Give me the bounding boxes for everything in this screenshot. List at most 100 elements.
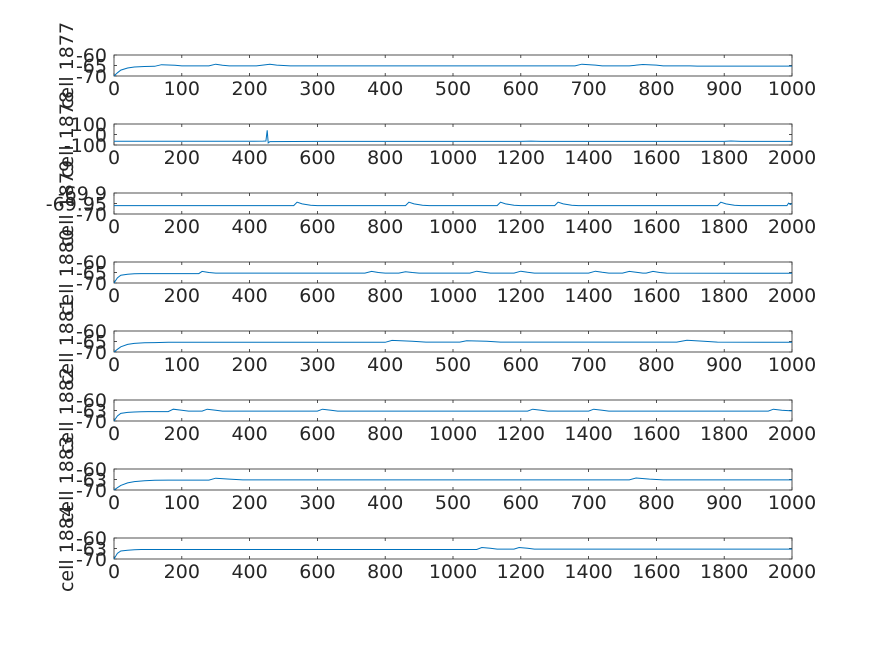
x-tick-label: 900	[706, 78, 742, 100]
y-tick-label: -60	[76, 252, 107, 274]
x-tick-label: 700	[570, 78, 606, 100]
y-tick-label: -70	[76, 66, 107, 88]
x-tick-label: 0	[108, 354, 120, 376]
y-tick-label: -69.95	[46, 194, 107, 216]
x-tick-label: 1400	[564, 147, 612, 169]
x-tick-label: 1400	[564, 216, 612, 238]
x-tick-label: 800	[367, 561, 403, 583]
subplot-1: 0 100 200 300 400 500 600 700 800 900 1000 -60-65-7…	[56, 22, 816, 109]
x-tick-label: 500	[435, 78, 471, 100]
x-tick-label: 1000	[429, 561, 477, 583]
x-tick-label: 100	[164, 492, 200, 514]
x-tick-label: 900	[706, 354, 742, 376]
x-tick-label: 1200	[497, 561, 545, 583]
y-tick-label: -60	[76, 459, 107, 481]
x-tick-label: 0	[108, 423, 120, 445]
x-tick-label: 1600	[632, 147, 680, 169]
x-tick-label: 400	[367, 78, 403, 100]
axes-box	[113, 261, 793, 284]
x-tick-label: 600	[299, 216, 335, 238]
x-tick-label: 800	[638, 354, 674, 376]
y-axis-label: cell 1881	[56, 298, 78, 385]
series-line	[113, 408, 793, 422]
y-axis-label: cell 1880	[56, 229, 78, 316]
x-tick-label: 0	[108, 492, 120, 514]
x-tick-label: 2000	[768, 147, 816, 169]
x-tick-label: 1000	[768, 354, 816, 376]
x-tick-label: 1800	[700, 423, 748, 445]
y-tick-label: -70	[76, 411, 107, 433]
x-tick-label: 2000	[768, 561, 816, 583]
x-tick-label: 200	[164, 285, 200, 307]
axes-box	[113, 537, 793, 560]
x-tick-label: 600	[299, 561, 335, 583]
x-tick-label: 400	[367, 354, 403, 376]
x-tick-label: 300	[299, 78, 335, 100]
x-tick-label: 300	[299, 492, 335, 514]
subplot-5: 0 100 200 300 400 500 600 700 800 900 1000 -60-65-7…	[56, 298, 816, 385]
x-tick-label: 0	[108, 78, 120, 100]
y-axis-label: cell 1883	[56, 436, 78, 523]
x-tick-label: 0	[108, 285, 120, 307]
y-tick-label: 0	[95, 125, 107, 147]
y-tick-label: -63	[76, 470, 107, 492]
x-tick-label: 800	[367, 216, 403, 238]
x-tick-label: 800	[367, 423, 403, 445]
axes-box	[113, 192, 793, 215]
x-tick-label: 1000	[429, 423, 477, 445]
subplot-2: 0 200 400 600 800 1000 1200 1400 1600 1800 2000 100…	[56, 91, 816, 178]
series-line	[113, 63, 792, 77]
y-tick-label: -63	[76, 401, 107, 423]
x-tick-label: 300	[299, 354, 335, 376]
series-line	[113, 339, 793, 353]
x-tick-label: 1200	[497, 147, 545, 169]
y-tick-label: 100	[71, 114, 107, 136]
x-tick-label: 1800	[700, 285, 748, 307]
y-tick-label: -60	[76, 321, 107, 343]
x-tick-label: 400	[231, 423, 267, 445]
x-tick-label: 1800	[700, 147, 748, 169]
y-tick-label: -60	[76, 390, 107, 412]
x-tick-label: 900	[706, 492, 742, 514]
x-tick-label: 200	[164, 147, 200, 169]
y-tick-label: -70	[76, 342, 107, 364]
x-tick-label: 700	[570, 492, 606, 514]
x-tick-label: 0	[108, 216, 120, 238]
x-tick-label: 200	[231, 492, 267, 514]
x-tick-label: 400	[231, 216, 267, 238]
x-tick-label: 1000	[429, 285, 477, 307]
x-tick-label: 1200	[497, 216, 545, 238]
x-tick-label: 1600	[632, 423, 680, 445]
x-tick-label: 2000	[768, 216, 816, 238]
y-axis-label: cell 1882	[56, 367, 78, 454]
x-tick-label: 200	[231, 354, 267, 376]
x-tick-label: 500	[435, 354, 471, 376]
y-axis-label: cell 1877	[56, 22, 78, 109]
series-line	[113, 546, 792, 560]
x-tick-label: 1600	[632, 561, 680, 583]
x-tick-label: 600	[503, 78, 539, 100]
y-tick-label: -65	[76, 56, 107, 78]
x-tick-label: 100	[164, 78, 200, 100]
x-tick-label: 100	[164, 354, 200, 376]
y-tick-label: -100	[64, 135, 107, 157]
subplot-3: 0 200 400 600 800 1000 1200 1400 1600 1800 2000 -69…	[46, 160, 816, 247]
x-tick-label: 400	[231, 147, 267, 169]
x-tick-label: 800	[638, 492, 674, 514]
series-line	[113, 270, 793, 284]
subplot-6: 0 200 400 600 800 1000 1200 1400 1600 1800 2000 -60…	[56, 367, 816, 454]
x-tick-label: 1600	[632, 285, 680, 307]
x-tick-label: 200	[164, 561, 200, 583]
x-tick-label: 700	[570, 354, 606, 376]
x-tick-label: 2000	[768, 423, 816, 445]
x-tick-label: 200	[164, 423, 200, 445]
y-tick-label: -65	[76, 332, 107, 354]
x-tick-label: 800	[638, 78, 674, 100]
x-tick-label: 1000	[768, 492, 816, 514]
x-tick-label: 0	[108, 147, 120, 169]
x-tick-label: 1800	[700, 561, 748, 583]
x-tick-label: 1000	[429, 216, 477, 238]
series-line	[114, 201, 793, 207]
series-line	[113, 477, 792, 491]
